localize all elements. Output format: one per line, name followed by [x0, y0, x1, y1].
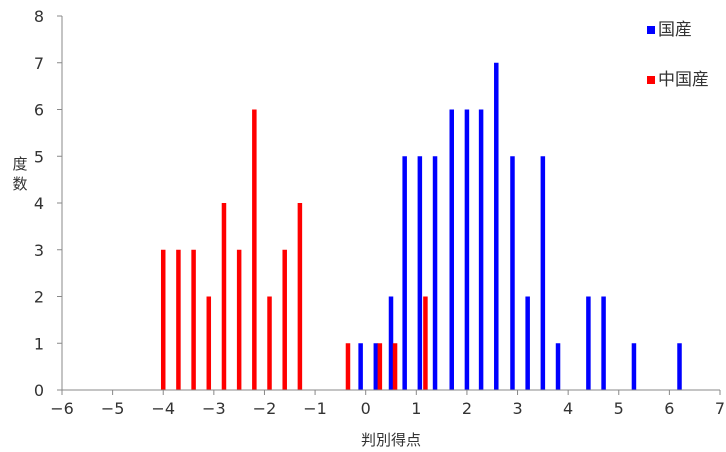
bars-layer — [160, 62, 682, 390]
x-tick-label: −5 — [101, 399, 125, 418]
x-tick-label: 3 — [512, 399, 522, 418]
domestic-bar — [494, 62, 499, 390]
y-tick-label: 4 — [34, 194, 44, 213]
chinese-bar — [191, 249, 196, 390]
chinese-bar — [377, 343, 383, 390]
x-tick-label: −6 — [50, 399, 74, 418]
y-tick-label: 0 — [34, 381, 44, 400]
y-tick-label: 5 — [34, 147, 44, 166]
domestic-bar — [510, 156, 515, 390]
chinese-bar — [345, 343, 351, 390]
x-tick-label: −4 — [151, 399, 175, 418]
domestic-bar — [449, 109, 454, 390]
y-tick-label: 3 — [34, 241, 44, 260]
legend-label: 国産 — [658, 20, 692, 40]
chinese-bar — [221, 203, 227, 390]
chinese-bar — [252, 109, 257, 390]
chinese-bar — [160, 249, 166, 390]
domestic-bar — [402, 156, 407, 390]
domestic-bar — [388, 296, 394, 390]
domestic-bar — [677, 343, 682, 390]
chinese-bar — [206, 296, 212, 390]
ticks-layer: −6 −5 −4 −3 −2 −1 0 1 2 3 4 5 6 7 0 1 2 3 4 5 6 7 8 — [34, 7, 725, 418]
x-tick-label: −2 — [253, 399, 277, 418]
domestic-bar — [525, 296, 530, 390]
domestic-bar — [373, 343, 379, 390]
chinese-bar — [267, 296, 272, 390]
chinese-bar — [423, 296, 428, 390]
y-tick-label: 2 — [34, 288, 44, 307]
domestic-bar — [358, 343, 363, 390]
domestic-bar — [586, 296, 591, 390]
x-tick-label: −1 — [303, 399, 327, 418]
x-tick-label: 7 — [715, 399, 725, 418]
y-axis-title: 度数 — [12, 155, 27, 193]
domestic-bar — [478, 109, 484, 390]
x-tick-label: 2 — [462, 399, 472, 418]
x-tick-label: 5 — [614, 399, 624, 418]
domestic-bar — [417, 156, 423, 390]
y-tick-label: 6 — [34, 101, 44, 120]
chinese-bar — [176, 249, 181, 390]
x-tick-label: 0 — [361, 399, 371, 418]
chinese-bar — [282, 249, 287, 390]
domestic-bar — [432, 156, 438, 390]
x-axis-title: 判別得点 — [361, 431, 421, 449]
chinese-bar — [297, 203, 303, 390]
x-tick-label: −3 — [202, 399, 226, 418]
chinese-bar — [236, 249, 242, 390]
domestic-bar — [464, 109, 470, 390]
chinese-bar — [392, 343, 398, 390]
domestic-bar — [540, 156, 546, 390]
x-tick-label: 6 — [664, 399, 674, 418]
domestic-bar — [601, 296, 606, 390]
legend-swatch — [647, 76, 655, 84]
x-tick-label: 1 — [411, 399, 421, 418]
y-tick-label: 1 — [34, 334, 44, 353]
y-tick-label: 8 — [34, 7, 44, 26]
domestic-bar — [631, 343, 637, 390]
x-tick-label: 4 — [563, 399, 573, 418]
legend-swatch — [647, 26, 655, 34]
domestic-bar — [555, 343, 561, 390]
legend-label: 中国産 — [658, 70, 709, 90]
y-tick-label: 7 — [34, 54, 44, 73]
